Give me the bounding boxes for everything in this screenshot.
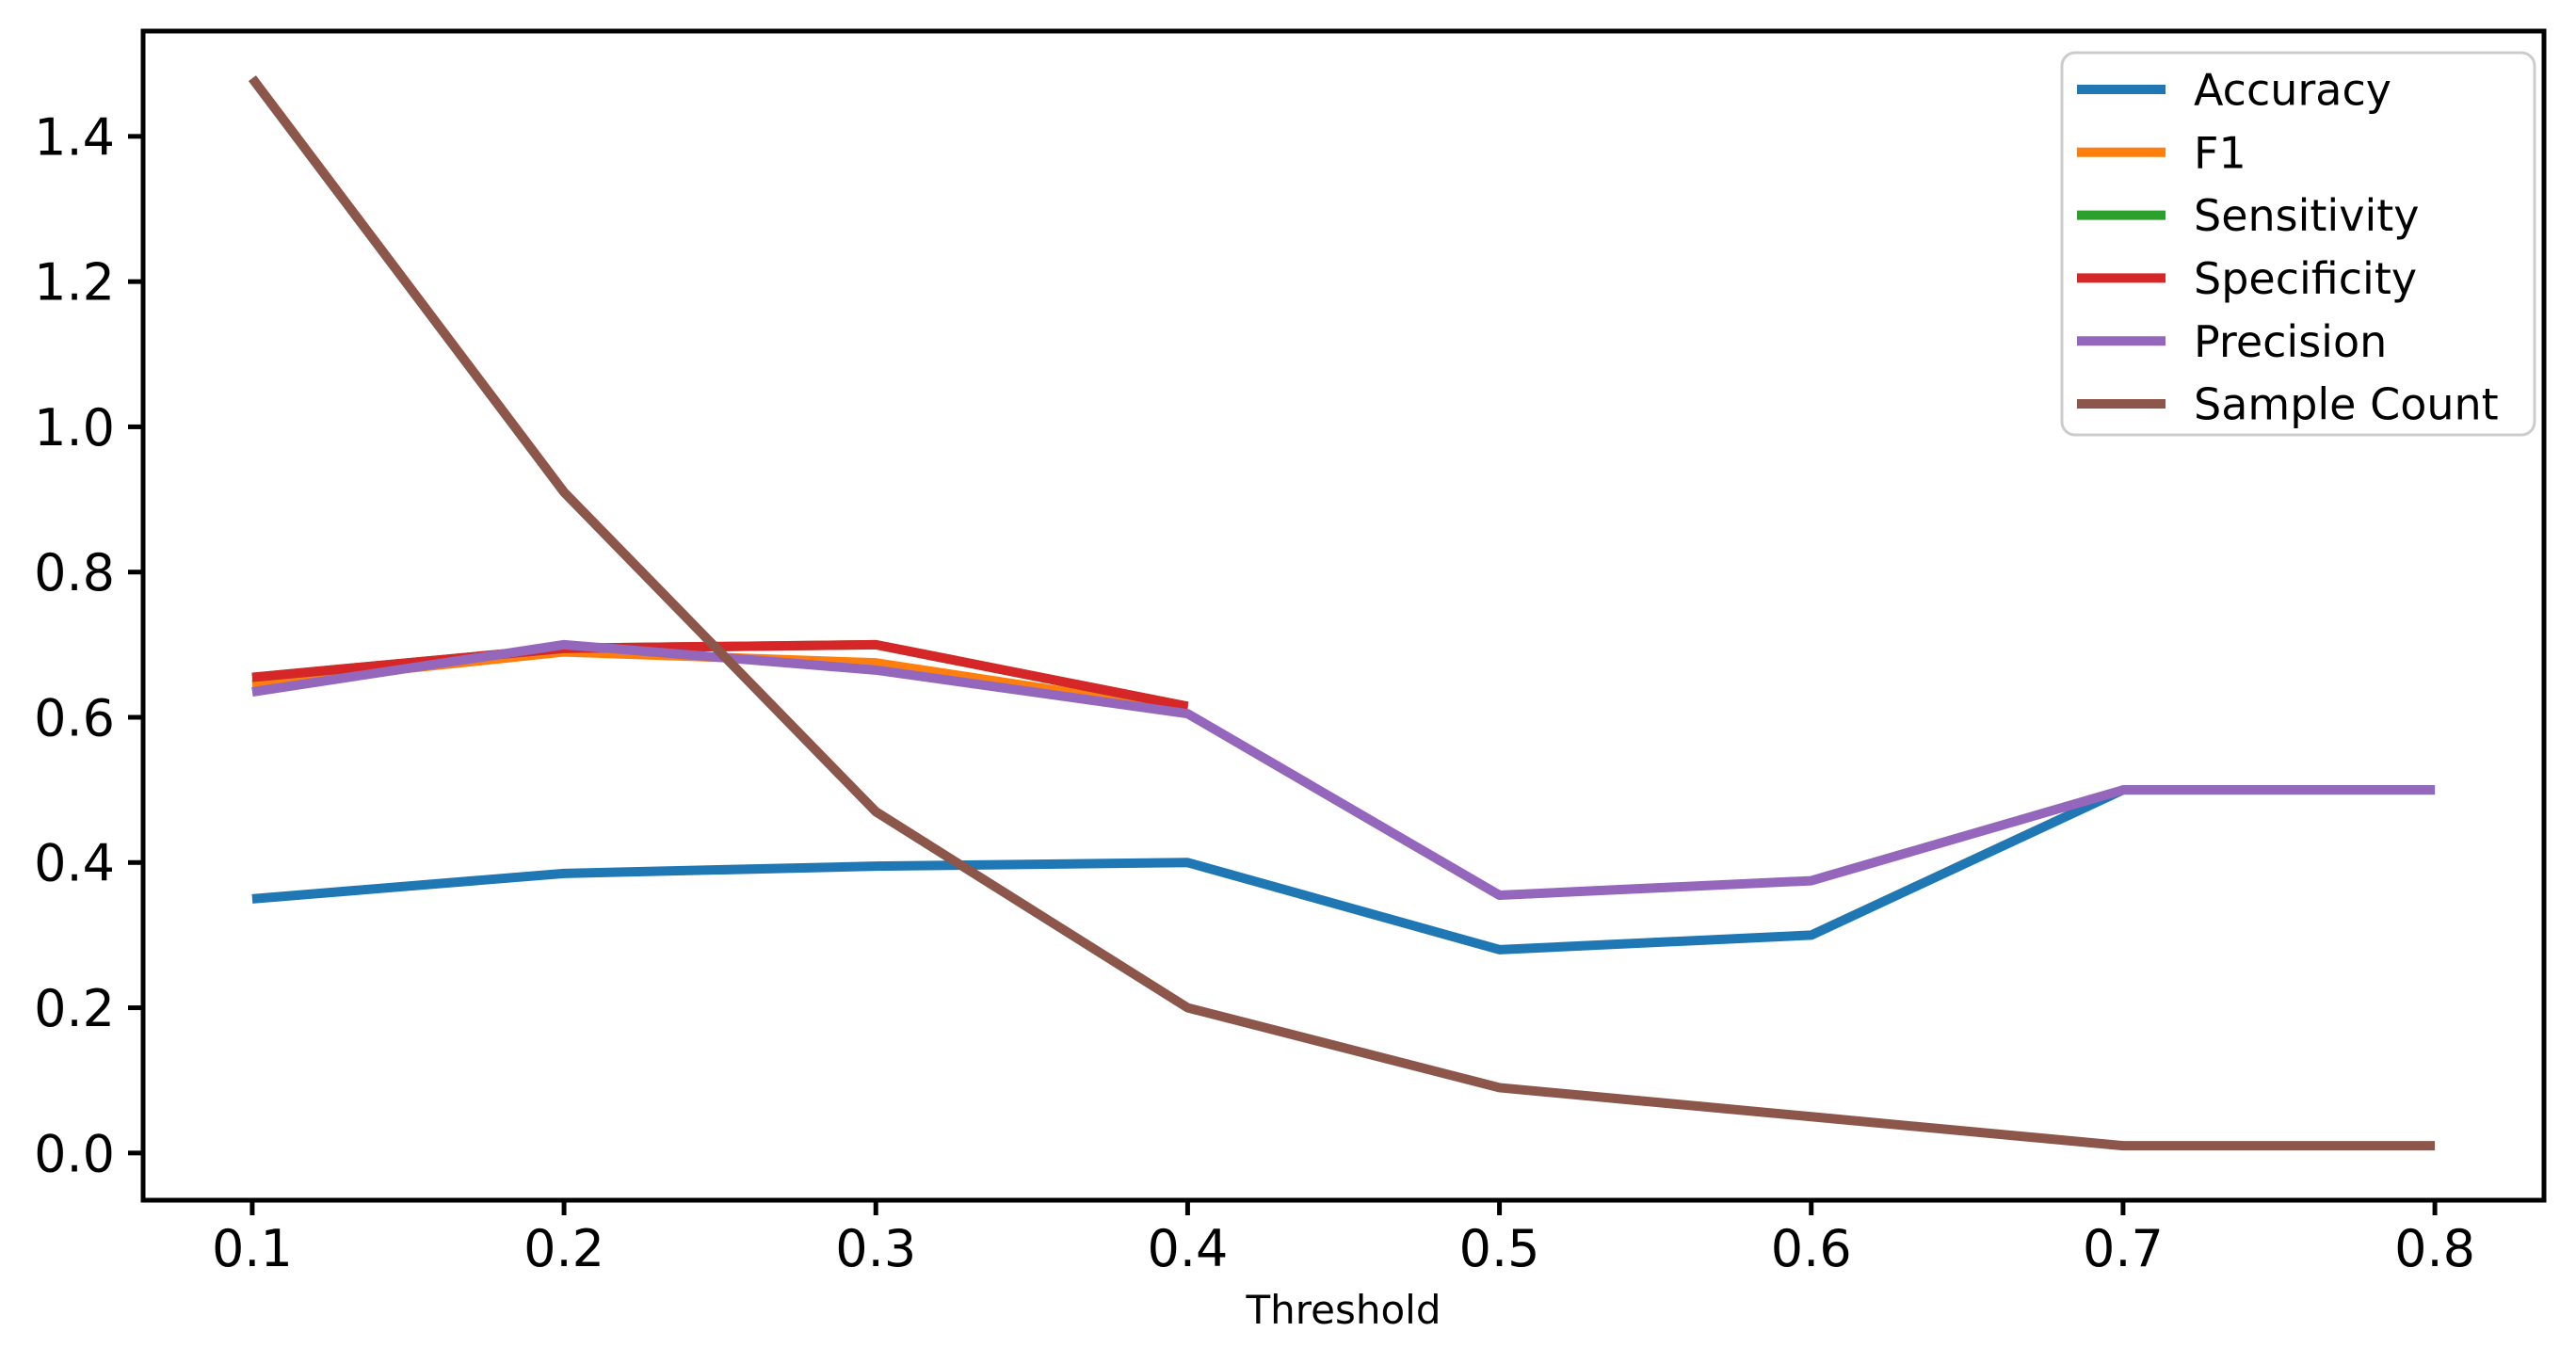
legend-label: F1 (2194, 127, 2246, 178)
y-tick-label: 1.2 (34, 253, 115, 313)
y-tick-label: 0.4 (34, 834, 115, 893)
x-axis-label: Threshold (1246, 1287, 1441, 1333)
series-lines (248, 75, 2436, 1151)
x-tick-label: 0.5 (1459, 1219, 1540, 1278)
x-tick-label: 0.4 (1147, 1219, 1228, 1278)
y-tick-label: 1.4 (34, 107, 115, 167)
x-tick-label: 0.3 (835, 1219, 916, 1278)
legend-label: Accuracy (2194, 65, 2391, 116)
x-tick-label: 0.6 (1771, 1219, 1852, 1278)
y-tick-label: 0.6 (34, 688, 115, 747)
series-line-precision (251, 639, 2436, 900)
series-line-sample-count (248, 75, 2436, 1151)
y-tick-label: 0.8 (34, 543, 115, 602)
y-tick-label: 1.0 (34, 398, 115, 457)
legend-label: Sample Count (2194, 379, 2499, 430)
series-line-accuracy (251, 785, 2436, 955)
x-tick-label: 0.1 (212, 1219, 293, 1278)
y-tick-label: 0.2 (34, 979, 115, 1038)
legend-label: Specificity (2194, 253, 2417, 304)
legend-box (2060, 51, 2536, 437)
axes: 0.1 0.2 0.3 0.4 0.5 0.6 0.7 0.8 0.0 0.2 0.4 0.6 0.8 1… (34, 107, 2475, 1278)
legend-label: Sensitivity (2194, 190, 2419, 241)
x-tick-label: 0.7 (2083, 1219, 2164, 1278)
legend-label: Precision (2194, 316, 2387, 367)
x-tick-label: 0.8 (2394, 1219, 2475, 1278)
legend: Accuracy F1 Sensitivity Specificity Precisio… (2060, 51, 2536, 437)
x-tick-label: 0.2 (523, 1219, 604, 1278)
y-tick-label: 0.0 (34, 1124, 115, 1183)
